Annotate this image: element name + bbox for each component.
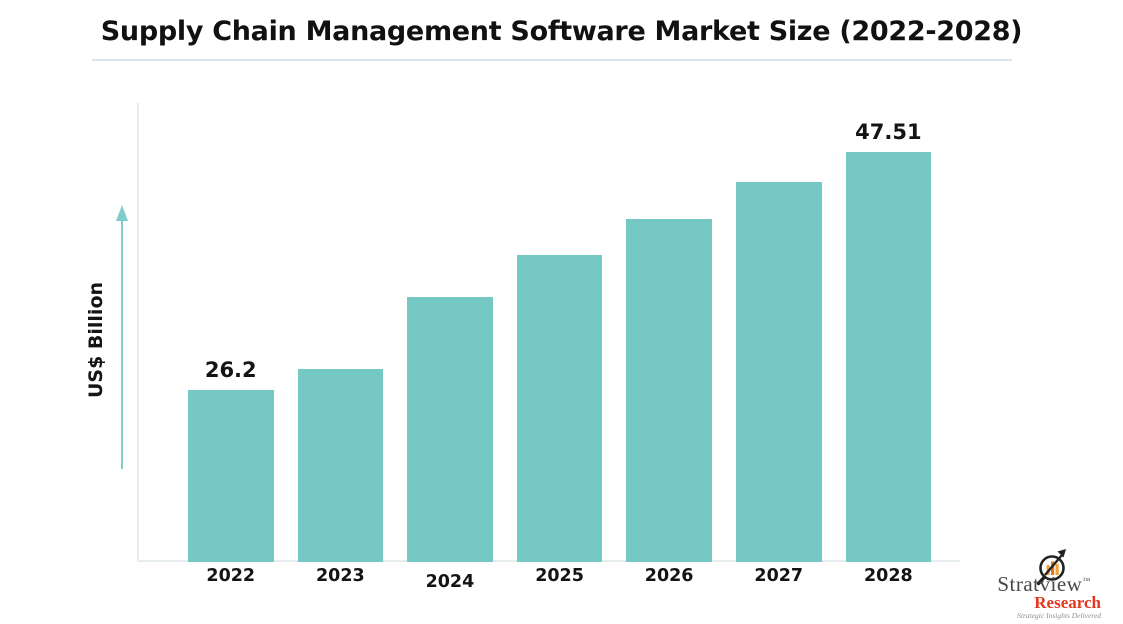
x-tick-label-2026: 2026 (644, 566, 694, 586)
chart-title: Supply Chain Management Software Market … (100, 16, 1023, 47)
x-tick-label-2024: 2024 (425, 572, 475, 592)
y-axis-line (137, 103, 139, 561)
data-label-2028: 47.51 (855, 120, 922, 144)
bar-2026 (626, 219, 712, 562)
y-axis-label: US$ Billion (85, 281, 107, 399)
brand-name: Stratview™ (985, 572, 1103, 597)
title-divider (92, 59, 1012, 61)
data-label-2022: 26.2 (204, 358, 257, 382)
bar-2023 (297, 368, 384, 562)
bar-2024 (407, 297, 493, 562)
trademark-symbol: ™ (1082, 576, 1091, 585)
stratview-logo: Stratview™ Research Strategic Insights D… (985, 547, 1120, 622)
bar-2025 (516, 254, 603, 562)
x-tick-label-2022: 2022 (206, 566, 256, 586)
bar-2028 (845, 152, 932, 562)
bar-2027 (736, 182, 822, 562)
x-tick-label-2025: 2025 (535, 566, 584, 586)
x-tick-label-2027: 2027 (754, 566, 804, 586)
brand-subname: Research (1034, 593, 1101, 612)
x-tick-label-2023: 2023 (315, 566, 365, 586)
y-axis-arrow-icon (116, 205, 128, 469)
brand-name-text: Stratview (997, 572, 1083, 596)
magnifier-bar-chart-arrow-icon (1036, 549, 1066, 586)
bar-2022 (188, 390, 274, 562)
x-tick-label-2028: 2028 (863, 566, 913, 586)
brand-tagline: Strategic Insights Delivered (1017, 611, 1101, 620)
